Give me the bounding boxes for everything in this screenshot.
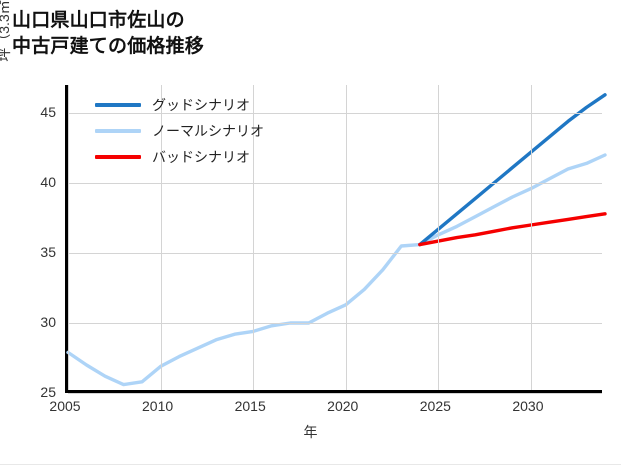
legend-swatch-bad	[95, 155, 141, 159]
gridline-vertical	[345, 85, 347, 390]
gridline-horizontal	[68, 113, 602, 114]
legend-item-good[interactable]: グッドシナリオ	[95, 92, 264, 118]
x-tick-label: 2025	[419, 398, 451, 414]
y-tick-label: 25	[40, 384, 56, 400]
x-tick-label: 2005	[49, 398, 81, 414]
legend-swatch-good	[95, 103, 141, 107]
gridline-vertical	[253, 85, 255, 390]
page-title: 山口県山口市佐山の 中古戸建ての価格推移	[12, 10, 205, 57]
y-tick-label: 30	[40, 314, 56, 330]
series-line	[418, 93, 607, 247]
series-layer	[66, 93, 607, 387]
gridline-vertical	[160, 85, 162, 390]
legend-label-good: グッドシナリオ	[152, 97, 250, 113]
legend-label-bad: バッドシナリオ	[152, 149, 250, 165]
gridline-horizontal	[68, 253, 602, 254]
x-tick-label: 2030	[512, 398, 544, 414]
gridline-vertical	[530, 85, 532, 390]
y-tick-label: 35	[40, 244, 56, 260]
gridline-horizontal	[68, 393, 602, 394]
x-axis-label: 年	[303, 424, 318, 440]
chart-legend: グッドシナリオ ノーマルシナリオ バッドシナリオ	[95, 92, 264, 170]
y-tick-label: 45	[40, 104, 56, 120]
gridline-horizontal	[68, 323, 602, 324]
x-tick-label: 2020	[327, 398, 359, 414]
x-tick-label: 2010	[142, 398, 174, 414]
series-line	[66, 153, 607, 387]
legend-label-normal: ノーマルシナリオ	[152, 123, 264, 139]
legend-swatch-normal	[95, 129, 141, 133]
plot-area	[65, 85, 607, 394]
legend-item-normal[interactable]: ノーマルシナリオ	[95, 118, 264, 144]
series-line	[418, 212, 607, 247]
y-axis-label: 坪（3.3㎡）単価（万円）	[0, 0, 14, 112]
gridline-horizontal	[68, 183, 602, 184]
gridline-vertical	[68, 85, 69, 390]
legend-item-bad[interactable]: バッドシナリオ	[95, 144, 264, 170]
gridline-vertical	[438, 85, 440, 390]
x-tick-label: 2015	[234, 398, 266, 414]
y-tick-label: 40	[40, 174, 56, 190]
plot-inner	[66, 85, 607, 394]
